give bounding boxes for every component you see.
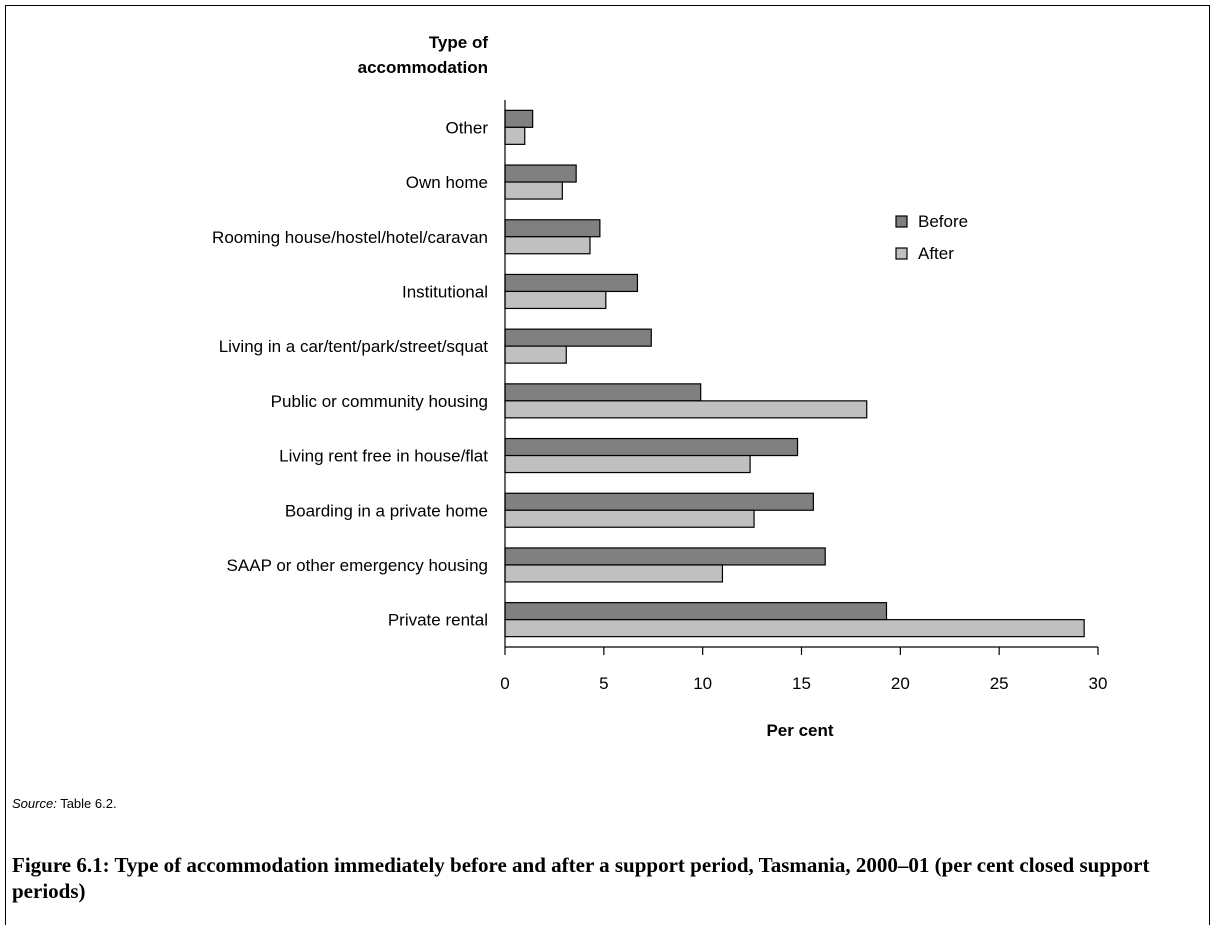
category-axis-title-line-2: accommodation — [358, 58, 488, 77]
bar-after-8 — [504, 564, 724, 583]
legend-swatch-after — [895, 247, 908, 260]
x-tick-label: 0 — [500, 674, 509, 693]
category-label: Other — [445, 118, 488, 137]
x-axis-ticks-group: 0 5 10 15 20 25 30 — [500, 647, 1107, 693]
figure-caption: Figure 6.1: Type of accommodation immedi… — [12, 853, 1150, 903]
category-label: Own home — [406, 173, 488, 192]
source-note: Source: Table 6.2. — [12, 796, 117, 811]
category-label: Living in a car/tent/park/street/squat — [219, 337, 489, 356]
legend: Before After — [895, 212, 968, 263]
legend-swatch-before — [895, 215, 908, 228]
category-label: SAAP or other emergency housing — [227, 556, 488, 575]
x-tick-label: 15 — [792, 674, 811, 693]
category-labels-group: Other Own home Rooming house/hostel/hotel/… — [212, 118, 488, 629]
bar-before-1 — [504, 164, 577, 183]
bar-after-1 — [504, 181, 563, 200]
x-axis-title: Per cent — [766, 721, 833, 740]
bar-after-3 — [504, 290, 607, 310]
bar-after-0 — [504, 126, 526, 145]
figure-frame — [5, 5, 1210, 925]
bar-after-5 — [504, 400, 868, 419]
bar-before-6 — [504, 437, 799, 457]
x-tick-label: 20 — [891, 674, 910, 693]
category-label: Boarding in a private home — [285, 501, 488, 520]
bar-after-6 — [504, 454, 751, 474]
category-label: Public or community housing — [271, 392, 488, 411]
bar-after-7 — [504, 509, 755, 528]
bar-before-9 — [504, 602, 888, 621]
bar-after-4 — [504, 345, 567, 364]
bar-before-3 — [504, 273, 639, 293]
category-axis-title-line-1: Type of — [429, 33, 489, 52]
category-label: Rooming house/hostel/hotel/caravan — [212, 228, 488, 247]
legend-label-after: After — [918, 244, 954, 263]
bar-chart: Type of accommodation Other Own home Roomi… — [212, 33, 1107, 740]
bar-after-2 — [504, 236, 591, 255]
bar-before-0 — [504, 109, 534, 128]
source-label: Source: — [12, 796, 57, 811]
category-label: Institutional — [402, 282, 488, 301]
category-label: Living rent free in house/flat — [279, 447, 488, 466]
x-tick-label: 10 — [693, 674, 712, 693]
bar-before-8 — [504, 547, 826, 566]
x-tick-label: 25 — [990, 674, 1009, 693]
category-label: Private rental — [388, 611, 488, 630]
source-text: Table 6.2. — [60, 796, 117, 811]
bar-before-4 — [504, 328, 652, 347]
legend-label-before: Before — [918, 212, 968, 231]
bar-before-7 — [504, 492, 814, 511]
bars-group — [504, 109, 1085, 638]
bar-before-2 — [504, 219, 601, 238]
bar-after-9 — [504, 619, 1085, 638]
x-tick-label: 30 — [1089, 674, 1108, 693]
bar-before-5 — [504, 383, 702, 402]
x-tick-label: 5 — [599, 674, 608, 693]
